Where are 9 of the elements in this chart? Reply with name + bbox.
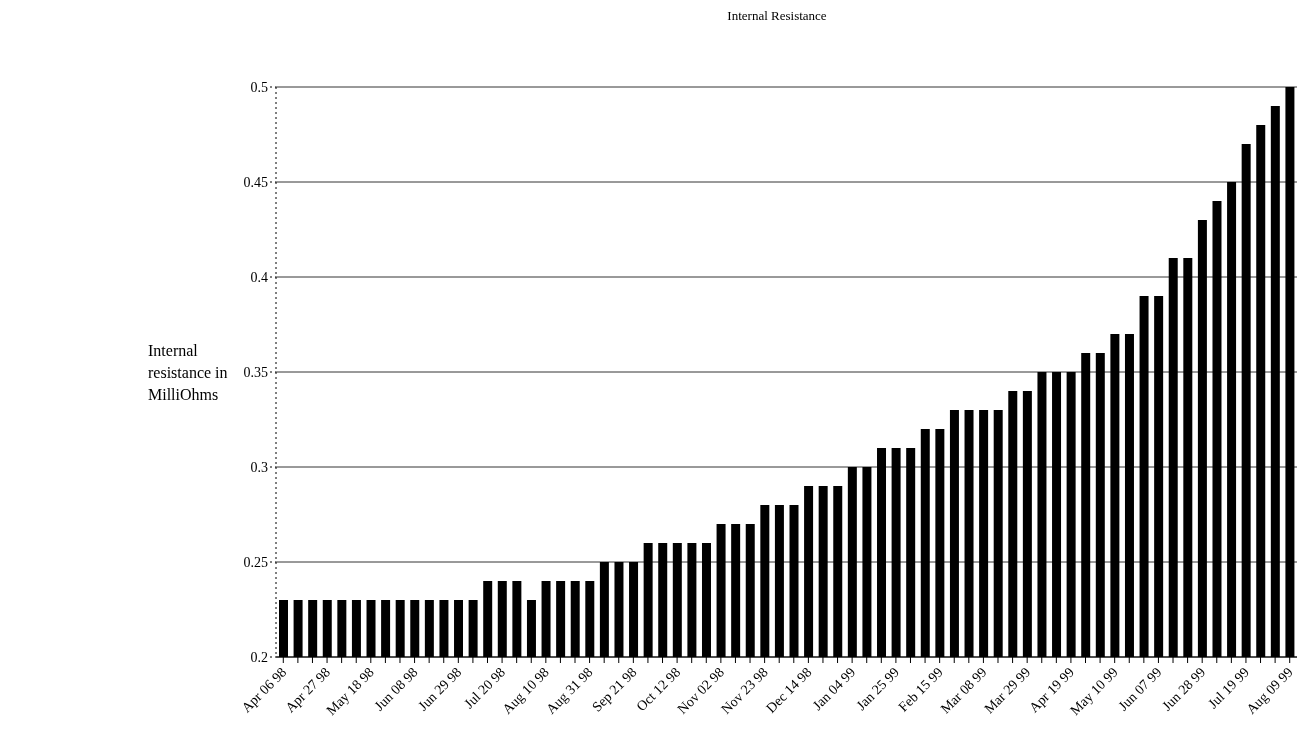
y-tick-label: 0.25 <box>243 554 268 570</box>
y-tick-label: 0.5 <box>250 79 268 95</box>
y-tick-label: 0.4 <box>250 269 268 285</box>
y-tick-label: 0.45 <box>243 174 268 190</box>
y-axis-title: Internal resistance in MilliOhms <box>148 342 228 403</box>
chart-title: Internal Resistance <box>726 8 828 24</box>
y-tick-label: 0.35 <box>243 364 268 380</box>
y-tick-label: 0.3 <box>250 459 268 475</box>
y-tick-label: 0.2 <box>250 649 268 665</box>
